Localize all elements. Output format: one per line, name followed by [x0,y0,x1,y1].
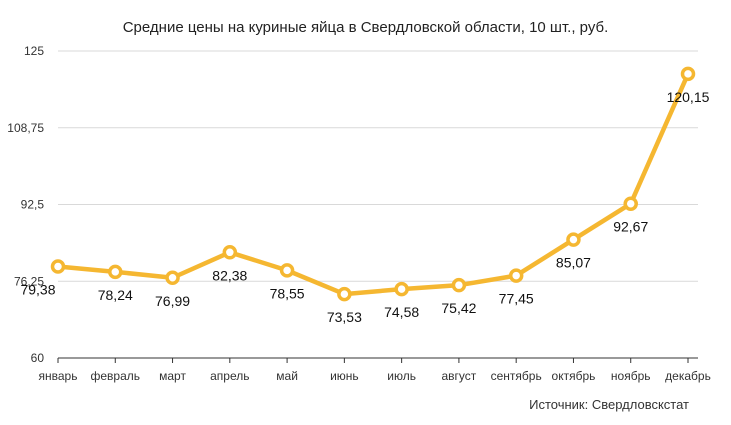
x-tick-label: февраль [91,369,141,383]
data-point [394,281,409,297]
data-point [108,264,123,280]
series-line [55,71,691,297]
x-tick-label: июль [387,369,416,383]
data-label: 78,24 [98,287,133,303]
data-label: 92,67 [613,219,648,235]
data-label: 75,42 [441,300,476,316]
data-label: 82,38 [212,267,247,283]
data-point [222,245,238,260]
source-note: Источник: Свердловскстат [529,397,689,412]
y-tick-label: 60 [31,351,45,365]
y-tick-label: 108,75 [7,121,44,135]
data-label: 78,55 [270,285,305,301]
data-point [680,66,696,82]
x-tick-label: январь [39,369,78,383]
x-tick-label: май [276,369,298,383]
x-tick-label: ноябрь [611,369,651,383]
x-tick-label: декабрь [665,369,711,383]
x-tick-label: сентябрь [491,369,542,383]
y-tick-label: 76,25 [14,274,44,288]
x-tick-label: апрель [210,369,249,383]
data-label: 120,15 [667,89,710,105]
data-label: 73,53 [327,309,362,325]
data-point [566,232,581,247]
x-tick-label: июнь [330,369,359,383]
data-point [337,286,352,302]
y-tick-label: 92,5 [21,198,45,212]
data-point [451,277,467,293]
y-tick-label: 125 [24,44,44,58]
data-point [279,263,295,278]
data-label: 79,38 [20,281,55,297]
data-point [508,268,524,283]
data-label: 85,07 [556,255,591,271]
x-tick-label: август [442,369,477,383]
data-point [623,196,638,211]
data-label: 76,99 [155,293,190,309]
x-tick-label: март [159,369,186,383]
data-point [165,270,180,286]
chart-title: Средние цены на куриные яйца в Свердловс… [122,19,609,36]
x-tick-label: октябрь [552,369,596,383]
data-point [50,259,66,274]
data-label: 77,45 [499,291,534,307]
data-label: 74,58 [384,304,419,320]
